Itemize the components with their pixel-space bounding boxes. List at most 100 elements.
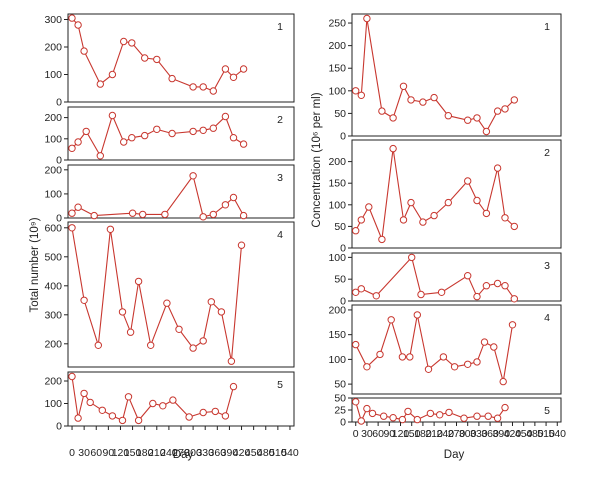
x-tick-label: 480 <box>526 428 544 440</box>
data-point <box>473 292 481 301</box>
data-point <box>357 216 365 224</box>
x-tick-label: 420 <box>504 428 522 440</box>
y-tick-label: 0 <box>340 243 346 255</box>
data-point <box>96 80 105 88</box>
data-point <box>120 138 128 146</box>
x-tick-label: 300 <box>459 428 477 440</box>
panel-3: 0 100 200 3 <box>44 164 295 225</box>
data-point <box>389 144 397 153</box>
panel-label: 3 <box>544 260 550 272</box>
data-point <box>74 21 82 29</box>
data-point <box>501 403 509 412</box>
left-x-axis-title: Day <box>173 449 194 461</box>
panel-frame <box>351 13 562 137</box>
series-line <box>355 256 515 300</box>
right-x-axis-title: Day <box>444 449 465 461</box>
x-tick-label: 60 <box>90 447 102 459</box>
data-point <box>74 203 82 211</box>
data-point <box>199 213 207 221</box>
data-point <box>199 337 207 345</box>
data-point <box>68 14 76 22</box>
x-tick-label: 480 <box>257 447 275 459</box>
data-point <box>239 211 248 220</box>
x-tick-label: 360 <box>209 447 227 459</box>
data-point <box>424 365 433 373</box>
data-point <box>464 177 472 185</box>
y-tick-label: 300 <box>44 14 62 26</box>
data-point <box>189 344 197 352</box>
y-tick-label: 150 <box>328 63 346 75</box>
y-tick-label: 50 <box>334 274 346 286</box>
data-point <box>221 201 230 209</box>
y-tick-label: 100 <box>328 199 346 211</box>
y-tick-label: 150 <box>328 329 346 341</box>
left-y-axis-title: Total number (10⁹) <box>29 217 41 312</box>
panel-label: 5 <box>277 379 283 391</box>
data-point <box>473 196 481 205</box>
panel-4: 50 100 150 200 4 <box>328 304 562 395</box>
y-tick-label: 600 <box>44 222 62 234</box>
series-line <box>71 227 243 362</box>
data-point <box>508 321 517 329</box>
series-line <box>71 376 235 422</box>
panel-frame <box>351 139 562 249</box>
data-point <box>68 372 76 381</box>
x-tick-label: 90 <box>383 428 395 440</box>
x-tick-label: 60 <box>372 428 384 440</box>
data-point <box>399 216 408 224</box>
data-point <box>436 411 444 419</box>
data-point <box>357 417 365 425</box>
data-point <box>229 193 238 202</box>
x-axis: 0 30 60 90120150180210240270300330360390420… <box>353 422 566 440</box>
data-point <box>149 399 157 408</box>
panel-label: 5 <box>544 405 550 417</box>
x-tick-label: 450 <box>515 428 533 440</box>
data-point <box>430 93 438 102</box>
panel-3: 0 50 100 3 <box>328 252 562 308</box>
data-point <box>209 124 218 132</box>
data-point <box>510 222 518 231</box>
data-point <box>419 98 427 106</box>
x-tick-label: 180 <box>414 428 432 440</box>
data-point <box>510 295 518 303</box>
panel-label: 4 <box>544 312 550 324</box>
x-tick-label: 210 <box>425 428 443 440</box>
x-tick-label: 360 <box>481 428 499 440</box>
data-point <box>399 82 408 91</box>
data-point <box>80 296 88 304</box>
data-point <box>357 285 365 293</box>
panel-label: 1 <box>544 21 550 33</box>
data-point <box>484 412 492 420</box>
data-point <box>406 353 414 361</box>
data-point <box>124 393 133 401</box>
data-point <box>419 218 427 226</box>
data-point <box>74 414 82 422</box>
data-point <box>363 14 371 23</box>
y-tick-label: 500 <box>44 251 62 263</box>
panel-2: 0 50 100 150 200 2 <box>328 139 562 255</box>
panel-label: 2 <box>277 114 283 126</box>
data-point <box>134 416 143 425</box>
y-tick-label: 0 <box>340 131 346 143</box>
data-point <box>229 134 238 142</box>
data-point <box>363 363 371 371</box>
data-point <box>352 398 360 406</box>
y-tick-label: 200 <box>44 164 62 176</box>
data-point <box>139 210 147 219</box>
data-point <box>407 96 415 104</box>
data-point <box>209 210 218 219</box>
data-point <box>352 288 360 296</box>
panel-label: 3 <box>277 172 283 184</box>
data-point <box>493 414 502 422</box>
y-tick-label: 250 <box>328 18 346 30</box>
data-point <box>153 125 161 134</box>
data-point <box>473 358 481 366</box>
panel-frame <box>67 164 295 219</box>
data-point <box>207 298 216 306</box>
panel-4: 200 300 400 500 600 4 <box>44 221 295 368</box>
y-tick-label: 50 <box>334 379 346 391</box>
data-point <box>464 360 472 368</box>
data-point <box>413 415 421 424</box>
data-point <box>444 198 452 207</box>
